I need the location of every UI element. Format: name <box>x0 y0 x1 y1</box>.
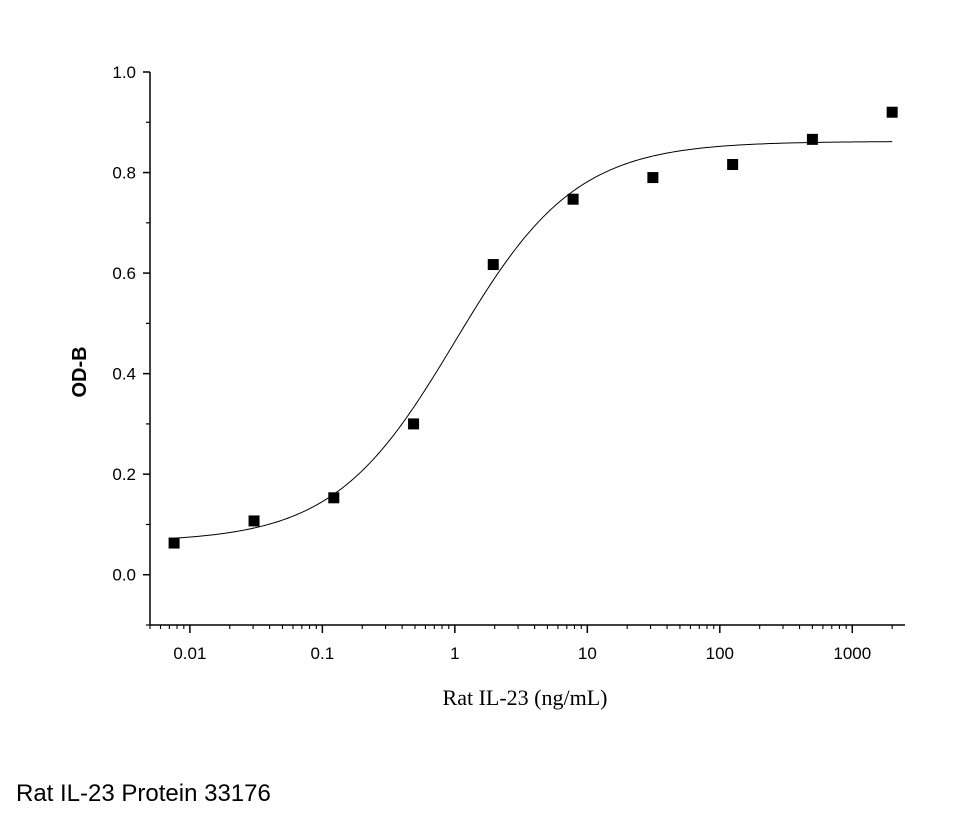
y-tick-label: 0.6 <box>112 264 136 283</box>
data-point <box>727 159 739 171</box>
data-point <box>328 492 340 504</box>
x-tick-label: 1000 <box>833 644 871 663</box>
fit-curve <box>174 141 893 539</box>
axes: 0.0 0.2 0.4 0.6 0.8 1.0 0.01 0.1 1 10 100 1000 <box>112 63 905 663</box>
y-tick-label: 0.2 <box>112 465 136 484</box>
y-tick-label: 1.0 <box>112 63 136 82</box>
data-point <box>168 537 180 549</box>
fit-layer <box>174 141 893 539</box>
x-tick-label: 0.01 <box>173 644 206 663</box>
data-point <box>408 418 420 430</box>
data-point <box>886 106 898 118</box>
y-tick-label: 0.0 <box>112 566 136 585</box>
x-axis-label: Rat IL-23 (ng/mL) <box>443 685 608 710</box>
figure-caption: Rat IL-23 Protein 33176 <box>16 780 271 807</box>
points-layer <box>168 106 898 549</box>
data-point <box>647 172 659 184</box>
y-axis-label: OD-B <box>69 346 91 397</box>
labels-layer: OD-B Rat IL-23 (ng/mL) <box>69 346 607 710</box>
data-point <box>567 193 579 205</box>
data-point <box>806 133 818 145</box>
x-tick-label: 1 <box>450 644 459 663</box>
data-point <box>248 515 260 527</box>
data-point <box>487 259 499 271</box>
y-tick-label: 0.4 <box>112 365 136 384</box>
chart: 0.0 0.2 0.4 0.6 0.8 1.0 0.01 0.1 1 10 100 1000 OD-B… <box>69 63 905 710</box>
x-tick-label: 100 <box>706 644 734 663</box>
y-tick-label: 0.8 <box>112 164 136 183</box>
x-tick-label: 0.1 <box>311 644 335 663</box>
x-tick-label: 10 <box>578 644 597 663</box>
